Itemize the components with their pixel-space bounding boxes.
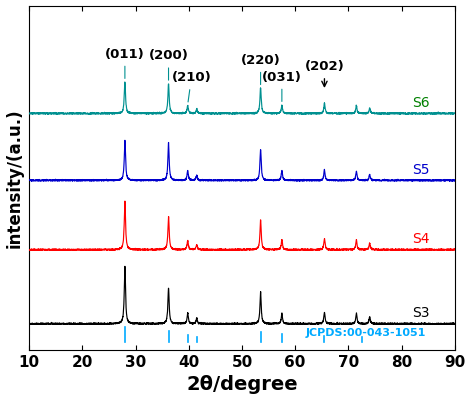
Text: (200): (200) — [148, 49, 188, 80]
Text: S4: S4 — [412, 232, 430, 246]
Text: (011): (011) — [105, 48, 145, 78]
Text: (202): (202) — [305, 60, 344, 86]
Y-axis label: intensity/(a.u.): intensity/(a.u.) — [6, 108, 24, 248]
Text: JCPDS:00-043-1051: JCPDS:00-043-1051 — [306, 328, 426, 338]
Text: S3: S3 — [412, 306, 430, 320]
Text: (031): (031) — [262, 71, 302, 102]
Text: S6: S6 — [412, 96, 430, 110]
Text: (210): (210) — [171, 71, 211, 102]
Text: (220): (220) — [241, 54, 280, 84]
X-axis label: 2θ/degree: 2θ/degree — [186, 376, 298, 394]
Text: S5: S5 — [412, 162, 430, 176]
